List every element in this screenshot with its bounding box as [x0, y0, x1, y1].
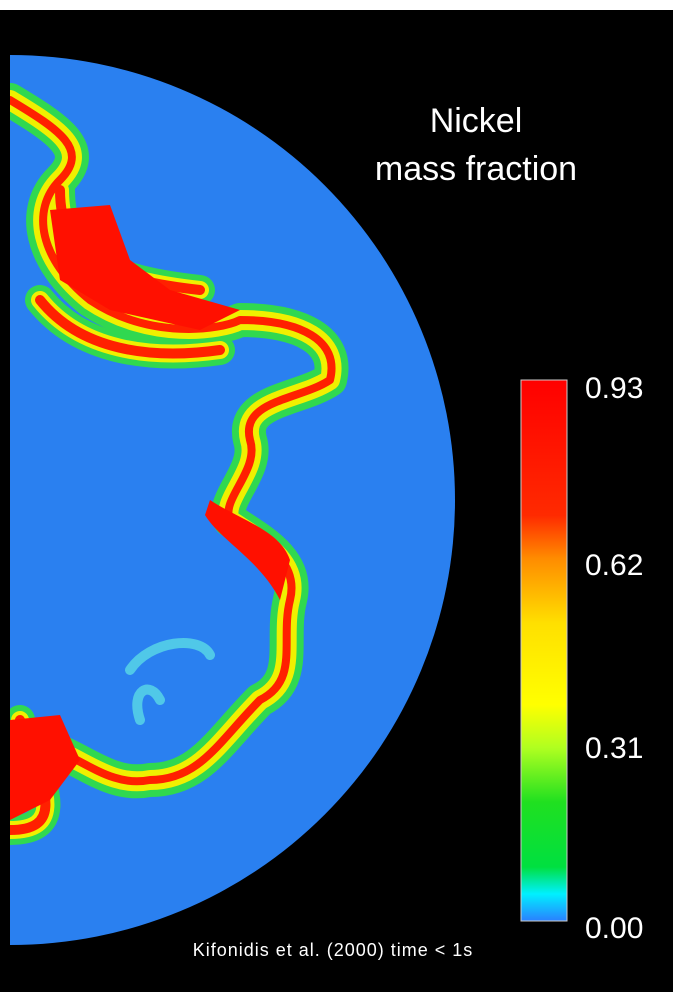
- colorbar-ticks: 0.93 0.62 0.31 0.00: [585, 372, 643, 945]
- top-strip: [0, 0, 673, 10]
- colorbar-tick-label: 0.93: [585, 372, 643, 405]
- colorbar-tick-label: 0.31: [585, 732, 643, 765]
- colorbar: [521, 380, 567, 921]
- colorbar-tick-label: 0.00: [585, 912, 643, 945]
- title-line: mass fraction: [375, 150, 577, 188]
- caption: Kifonidis et al. (2000) time < 1s: [193, 940, 474, 960]
- title-line: Nickel: [430, 102, 523, 140]
- page: Nickel mass fraction 0.93 0.62 0.31 0.00 Ki…: [0, 0, 673, 992]
- colorbar-tick-label: 0.62: [585, 549, 643, 582]
- visualization: Nickel mass fraction 0.93 0.62 0.31 0.00 Ki…: [0, 0, 673, 992]
